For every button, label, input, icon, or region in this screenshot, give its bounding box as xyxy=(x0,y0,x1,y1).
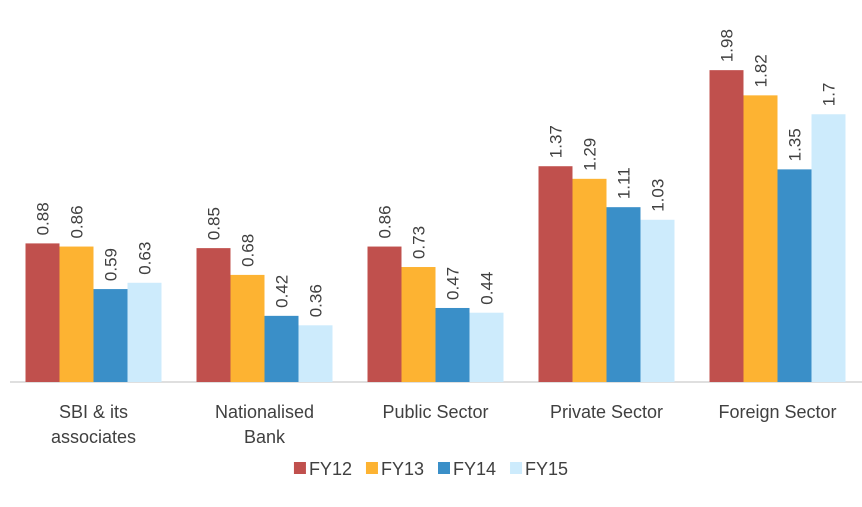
value-label: 0.36 xyxy=(307,284,326,317)
value-label: 0.85 xyxy=(205,207,224,240)
value-label: 0.68 xyxy=(239,234,258,267)
value-label: 0.86 xyxy=(68,205,87,238)
value-label: 0.73 xyxy=(410,226,429,259)
bar xyxy=(538,166,573,382)
bar xyxy=(811,114,846,382)
value-label: 0.47 xyxy=(444,267,463,300)
bar xyxy=(606,207,641,382)
x-tick-label: SBI & its associates xyxy=(50,402,137,447)
x-tick-label: Nationalised Bank xyxy=(214,402,315,447)
bar xyxy=(127,282,162,382)
value-label: 0.59 xyxy=(102,248,121,281)
bar xyxy=(59,246,94,382)
legend-swatch xyxy=(365,462,378,474)
bar xyxy=(572,178,607,382)
value-label: 1.82 xyxy=(752,54,771,87)
bar xyxy=(435,307,470,382)
value-label: 1.03 xyxy=(649,179,668,212)
legend-swatch xyxy=(510,462,523,474)
bar xyxy=(25,243,60,382)
bar xyxy=(777,169,812,382)
legend-label: FY13 xyxy=(381,459,424,479)
value-label: 1.98 xyxy=(718,29,737,62)
bar xyxy=(401,267,436,382)
bar xyxy=(196,248,231,382)
bar xyxy=(743,95,778,382)
value-label: 0.44 xyxy=(478,272,497,305)
bar xyxy=(469,312,504,382)
bar xyxy=(93,289,128,382)
value-label: 0.88 xyxy=(34,202,53,235)
bar xyxy=(367,246,402,382)
legend-label: FY14 xyxy=(453,459,496,479)
bar xyxy=(640,219,675,382)
value-label: 0.63 xyxy=(136,242,155,275)
bar xyxy=(298,325,333,382)
legend-swatch xyxy=(438,462,450,474)
legend-label: FY12 xyxy=(309,459,352,479)
value-label: 0.86 xyxy=(376,205,395,238)
x-tick-label: Private Sector xyxy=(549,402,664,422)
value-label: 0.42 xyxy=(273,275,292,308)
value-label: 1.11 xyxy=(615,167,634,199)
value-label: 1.35 xyxy=(786,128,805,161)
value-label: 1.7 xyxy=(820,83,839,107)
x-tick-label: Foreign Sector xyxy=(718,402,837,422)
bar xyxy=(230,274,265,382)
bar xyxy=(709,70,744,383)
value-label: 1.29 xyxy=(581,138,600,171)
value-label: 1.37 xyxy=(547,125,566,158)
x-tick-label: Public Sector xyxy=(382,402,489,422)
legend-swatch xyxy=(293,462,306,474)
legend-label: FY15 xyxy=(525,459,568,479)
bar xyxy=(264,315,299,382)
